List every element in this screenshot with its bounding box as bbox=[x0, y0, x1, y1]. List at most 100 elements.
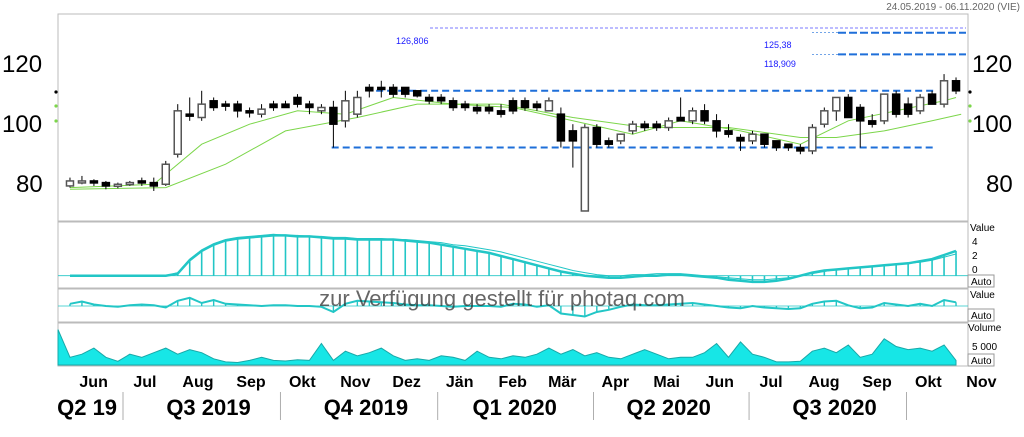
marker-left-green bbox=[54, 104, 58, 108]
candle-body bbox=[101, 181, 111, 187]
price-y-axis-left: 120 100 80 bbox=[2, 51, 43, 198]
candle-body bbox=[173, 110, 182, 155]
month-label: Jul bbox=[133, 374, 156, 391]
candle-body bbox=[400, 86, 410, 95]
candle-body bbox=[496, 110, 506, 115]
volume-tick-5000: 5 000 bbox=[972, 342, 997, 353]
candle-body bbox=[424, 96, 434, 102]
candle-body bbox=[592, 126, 602, 145]
quarter-label: Q1 2020 bbox=[473, 395, 557, 420]
value2-panel-label: Value bbox=[970, 290, 995, 301]
candle-body bbox=[281, 103, 290, 109]
candle-body bbox=[748, 133, 757, 142]
month-label: Aug bbox=[808, 374, 839, 391]
candle-body bbox=[221, 103, 230, 107]
price-y-axis-right: 120 100 80 bbox=[972, 51, 1013, 198]
candle-body bbox=[353, 96, 362, 115]
candle-body bbox=[939, 80, 949, 105]
candle-body bbox=[760, 133, 769, 145]
candle-body bbox=[604, 140, 614, 145]
candle-body bbox=[233, 103, 242, 112]
candle-body bbox=[712, 120, 721, 132]
candle-body bbox=[568, 130, 578, 142]
candle-body bbox=[556, 113, 566, 142]
value-tick-0: 0 bbox=[972, 265, 978, 276]
candle-body bbox=[305, 103, 314, 109]
candle-body bbox=[855, 106, 865, 122]
candle-body bbox=[700, 110, 709, 122]
candle-body bbox=[125, 181, 135, 186]
candle-body bbox=[436, 96, 446, 102]
y-tick-100-left: 100 bbox=[2, 111, 42, 138]
candle-body bbox=[65, 180, 75, 187]
candle-body bbox=[89, 180, 99, 184]
value-panel-label: Value bbox=[970, 223, 995, 234]
candle-body bbox=[820, 110, 829, 125]
value-tick-2: 2 bbox=[972, 251, 978, 262]
marker-right-dark bbox=[968, 90, 972, 94]
quarter-label: Q3 2019 bbox=[166, 395, 250, 420]
month-label: Mär bbox=[548, 374, 576, 391]
candle-body bbox=[580, 126, 590, 212]
candle-body bbox=[724, 130, 733, 135]
marker-left-green-2 bbox=[54, 119, 58, 123]
month-label: Jän bbox=[446, 374, 474, 391]
candle-body bbox=[676, 116, 685, 122]
volume-area-path bbox=[57, 329, 957, 366]
candle-body bbox=[891, 93, 901, 115]
candle-body bbox=[652, 123, 661, 129]
hline-label-12538: 125,38 bbox=[764, 40, 792, 50]
candle-body bbox=[329, 106, 338, 125]
value-panel-frame bbox=[57, 221, 969, 289]
candle-body bbox=[832, 96, 841, 112]
candle-body bbox=[784, 143, 793, 149]
date-range: 24.05.2019 - 06.11.2020 (VIE) bbox=[886, 2, 1020, 13]
hline-label-126806: 126,806 bbox=[396, 36, 429, 46]
candle-body bbox=[341, 100, 350, 122]
auto-button-value[interactable] bbox=[967, 274, 995, 288]
auto-button-volume[interactable] bbox=[967, 353, 995, 367]
candle-body bbox=[544, 100, 554, 112]
month-label: Okt bbox=[289, 374, 316, 391]
value-indicator bbox=[58, 233, 968, 284]
candle-body bbox=[389, 86, 398, 95]
candle-body bbox=[365, 86, 374, 92]
y-tick-100-right: 100 bbox=[972, 111, 1012, 138]
volume-area bbox=[57, 329, 957, 366]
month-label: Nov bbox=[966, 374, 996, 391]
auto-label-value: Auto bbox=[971, 277, 992, 288]
y-tick-120-right: 120 bbox=[972, 51, 1012, 78]
candle-body bbox=[484, 106, 494, 112]
month-label: Nov bbox=[340, 374, 370, 391]
month-label: Jun bbox=[79, 374, 107, 391]
candle-body bbox=[867, 120, 877, 125]
auto-button-value2[interactable] bbox=[967, 308, 995, 322]
month-label: Feb bbox=[498, 374, 527, 391]
candle-body bbox=[664, 120, 673, 129]
candle-body bbox=[640, 123, 649, 129]
horizontal-lines bbox=[331, 27, 966, 149]
candle-body bbox=[844, 96, 853, 119]
marker-left-dark bbox=[54, 90, 58, 94]
candle-body bbox=[113, 183, 123, 188]
y-tick-80-right: 80 bbox=[986, 171, 1013, 198]
hline-label-118909: 118,909 bbox=[764, 59, 796, 69]
axis-markers bbox=[54, 90, 972, 123]
candle-body bbox=[628, 123, 637, 132]
candle-body bbox=[772, 140, 781, 149]
candle-body bbox=[412, 90, 422, 97]
candle-body bbox=[245, 110, 254, 114]
quarter-label: Q4 2019 bbox=[324, 395, 408, 420]
candle-body bbox=[616, 133, 626, 142]
candle-body bbox=[197, 103, 206, 119]
candle-body bbox=[377, 86, 386, 91]
candle-body bbox=[149, 181, 159, 187]
month-label: Jul bbox=[759, 374, 782, 391]
marker-right-green bbox=[968, 104, 972, 108]
month-label: Sep bbox=[236, 374, 266, 391]
y-tick-80-left: 80 bbox=[16, 171, 43, 198]
value2-panel-frame bbox=[57, 288, 969, 323]
value-tick-4: 4 bbox=[972, 237, 978, 248]
quarter-label: Q3 2020 bbox=[792, 395, 876, 420]
